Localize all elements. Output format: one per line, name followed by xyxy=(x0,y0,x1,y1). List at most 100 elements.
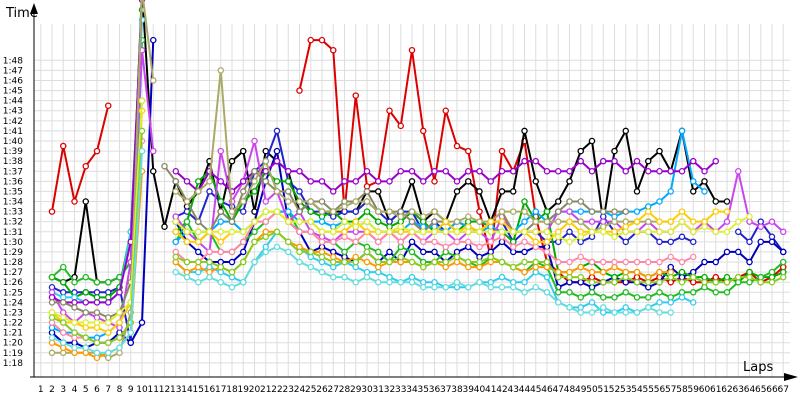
x-tick-label: 56 xyxy=(654,385,666,395)
data-point xyxy=(678,258,686,266)
data-point xyxy=(419,248,427,256)
data-point xyxy=(307,263,314,271)
data-point xyxy=(543,248,551,256)
data-point xyxy=(397,238,404,246)
data-point xyxy=(487,238,494,246)
data-point xyxy=(71,319,78,326)
data-point xyxy=(656,228,663,236)
x-tick-label: 66 xyxy=(766,385,778,395)
data-point xyxy=(363,168,371,175)
data-point xyxy=(183,238,191,246)
data-point xyxy=(611,258,618,266)
data-point xyxy=(509,283,517,291)
data-point xyxy=(712,278,720,286)
data-point xyxy=(318,218,326,225)
data-point xyxy=(217,147,224,155)
data-point xyxy=(352,278,359,286)
data-point xyxy=(476,208,483,215)
data-point xyxy=(566,168,573,175)
data-point xyxy=(408,178,416,185)
data-point xyxy=(600,268,607,276)
data-point xyxy=(105,329,112,336)
data-point xyxy=(307,228,314,236)
x-tick-label: 10 xyxy=(136,385,148,395)
data-point xyxy=(105,102,112,109)
y-tick-label: 1:19 xyxy=(3,349,23,359)
data-point xyxy=(757,238,765,246)
data-point xyxy=(172,228,179,236)
x-tick-label: 29 xyxy=(350,385,362,395)
data-point xyxy=(273,127,281,135)
data-point xyxy=(183,198,191,205)
data-point xyxy=(712,258,720,266)
data-point xyxy=(588,168,596,175)
data-point xyxy=(453,253,461,261)
data-point xyxy=(105,319,112,326)
data-point xyxy=(464,258,472,266)
data-point xyxy=(71,278,78,286)
data-point xyxy=(712,208,720,215)
data-point xyxy=(690,157,697,165)
data-point xyxy=(386,107,393,114)
data-point xyxy=(318,178,326,185)
x-tick-label: 49 xyxy=(575,385,587,395)
data-point xyxy=(251,238,258,246)
x-tick-label: 2 xyxy=(49,385,55,395)
x-tick-label: 61 xyxy=(710,385,721,395)
data-point xyxy=(487,228,494,236)
data-point xyxy=(262,208,269,215)
data-point xyxy=(476,168,483,175)
x-tick-label: 65 xyxy=(755,385,766,395)
data-point xyxy=(690,188,697,195)
y-axis-title: Time xyxy=(5,6,38,21)
data-point xyxy=(521,218,528,225)
data-point xyxy=(521,258,528,266)
x-tick-label: 27 xyxy=(328,385,339,395)
data-point xyxy=(273,208,281,215)
data-point xyxy=(611,278,618,286)
data-point xyxy=(408,248,416,256)
data-point xyxy=(656,258,663,266)
data-point xyxy=(678,218,686,225)
data-point xyxy=(116,309,123,316)
data-point xyxy=(509,208,517,215)
data-point xyxy=(251,178,258,185)
x-tick-label: 50 xyxy=(586,385,598,395)
data-point xyxy=(521,157,528,165)
data-point xyxy=(172,188,179,195)
data-point xyxy=(105,339,112,346)
data-point xyxy=(532,238,540,246)
data-point xyxy=(611,218,618,225)
data-point xyxy=(566,178,573,185)
data-point xyxy=(532,178,540,185)
data-point xyxy=(588,208,596,215)
data-point xyxy=(296,188,303,195)
data-point xyxy=(419,283,427,291)
data-point xyxy=(667,238,675,246)
data-point xyxy=(509,228,517,236)
data-point xyxy=(262,157,269,165)
data-point xyxy=(307,208,314,215)
data-point xyxy=(701,278,708,286)
data-point xyxy=(464,213,472,220)
data-point xyxy=(284,188,292,195)
y-tick-label: 1:35 xyxy=(3,187,23,197)
data-point xyxy=(138,97,146,104)
data-point xyxy=(239,238,247,246)
data-point xyxy=(307,178,314,185)
data-point xyxy=(93,299,101,306)
series-layer xyxy=(48,0,787,362)
data-point xyxy=(712,228,720,236)
data-point xyxy=(374,178,382,185)
data-point xyxy=(690,289,697,296)
data-point xyxy=(217,238,224,246)
data-point xyxy=(464,168,472,175)
x-tick-label: 53 xyxy=(620,385,631,395)
data-point xyxy=(555,299,562,306)
data-point xyxy=(633,188,641,195)
data-point xyxy=(667,299,675,306)
x-tick-label: 17 xyxy=(215,385,226,395)
data-point xyxy=(645,208,652,215)
data-point xyxy=(374,208,382,215)
